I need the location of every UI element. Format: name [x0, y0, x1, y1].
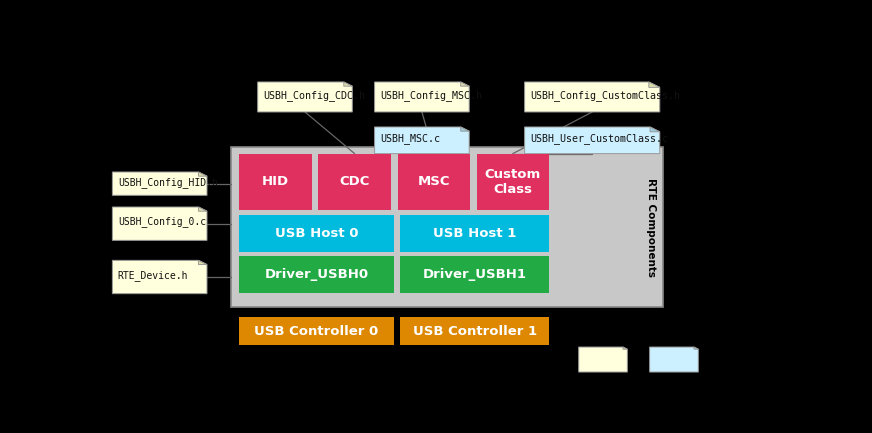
Polygon shape	[344, 82, 352, 86]
Bar	[400, 256, 549, 293]
Text: USBH_Config_CDC.h: USBH_Config_CDC.h	[263, 90, 365, 101]
Text: USBH_User_CustomClass.c: USBH_User_CustomClass.c	[530, 133, 668, 145]
Polygon shape	[460, 82, 469, 86]
Polygon shape	[650, 127, 660, 132]
Polygon shape	[650, 347, 698, 372]
Text: USB Host 1: USB Host 1	[433, 227, 516, 240]
Text: RTE Components: RTE Components	[646, 178, 656, 277]
Text: RTE_Device.h: RTE_Device.h	[118, 270, 188, 281]
Polygon shape	[112, 172, 207, 195]
Polygon shape	[199, 172, 207, 176]
Bar	[240, 317, 393, 346]
Polygon shape	[375, 127, 469, 154]
Bar	[240, 256, 393, 293]
Text: USBH_Config_MSC.h: USBH_Config_MSC.h	[380, 90, 482, 101]
Bar	[240, 154, 312, 210]
Polygon shape	[649, 82, 660, 87]
Bar	[400, 317, 549, 346]
Polygon shape	[375, 82, 469, 112]
Polygon shape	[525, 82, 660, 112]
Polygon shape	[199, 207, 207, 211]
Polygon shape	[694, 347, 698, 349]
Text: USB Controller 0: USB Controller 0	[255, 325, 378, 338]
Text: USBH_Config_CustomClass.h: USBH_Config_CustomClass.h	[530, 90, 680, 101]
Polygon shape	[460, 127, 469, 131]
Text: USBH_MSC.c: USBH_MSC.c	[380, 133, 440, 145]
Polygon shape	[112, 207, 207, 240]
Bar	[318, 154, 391, 210]
Text: CDC: CDC	[339, 175, 370, 188]
Polygon shape	[623, 347, 627, 349]
Text: USBH_Config_0.c: USBH_Config_0.c	[118, 216, 206, 227]
Polygon shape	[579, 347, 627, 372]
Bar	[400, 215, 549, 252]
Bar	[240, 215, 393, 252]
Text: Custom
Class: Custom Class	[485, 168, 541, 196]
Polygon shape	[112, 260, 207, 294]
Polygon shape	[199, 260, 207, 265]
Text: MSC: MSC	[418, 175, 450, 188]
Bar	[477, 154, 549, 210]
Polygon shape	[525, 127, 660, 154]
Text: USBH_Config_HID.h: USBH_Config_HID.h	[118, 177, 218, 188]
Text: Driver_USBH0: Driver_USBH0	[264, 268, 369, 281]
Text: USB Host 0: USB Host 0	[275, 227, 358, 240]
Text: Driver_USBH1: Driver_USBH1	[423, 268, 527, 281]
Text: HID: HID	[262, 175, 290, 188]
Polygon shape	[258, 82, 352, 112]
Bar	[398, 154, 470, 210]
Bar	[230, 147, 664, 307]
Text: USB Controller 1: USB Controller 1	[412, 325, 536, 338]
